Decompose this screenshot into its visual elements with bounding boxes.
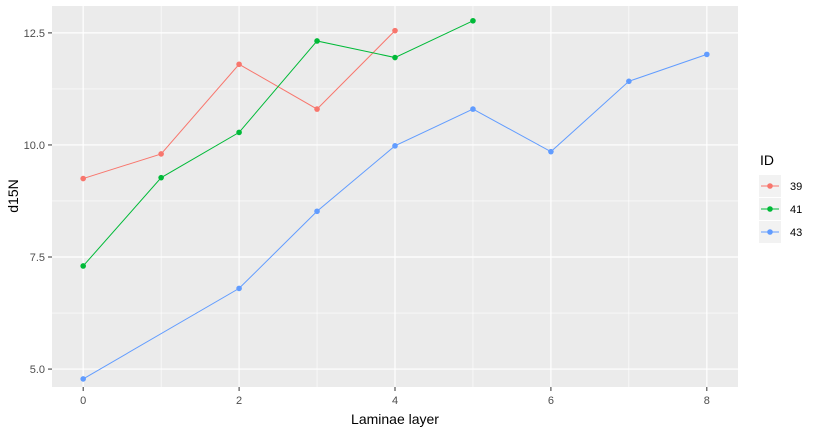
x-tick-label: 0: [80, 395, 86, 407]
data-point: [470, 17, 476, 24]
data-point: [236, 285, 242, 292]
y-tick-label: 12.5: [24, 28, 45, 40]
legend-key-point: [767, 206, 773, 212]
legend-items: 39 41 43: [759, 175, 802, 243]
legend-title: ID: [760, 152, 774, 168]
series-layer: [80, 17, 710, 382]
data-point: [392, 27, 398, 34]
x-tick-label: 2: [236, 395, 242, 407]
legend: ID 39 41 43: [759, 152, 802, 243]
series-43: [80, 51, 710, 382]
series-line-41: [82, 20, 474, 267]
series-39: [80, 27, 398, 182]
data-point: [236, 61, 242, 68]
data-point: [236, 129, 242, 136]
data-point: [80, 263, 86, 269]
legend-item-41: 41: [759, 198, 802, 220]
legend-item-43: 43: [759, 221, 802, 243]
data-point: [626, 78, 632, 85]
legend-label: 39: [790, 181, 802, 193]
legend-key-point: [767, 229, 773, 235]
legend-item-39: 39: [759, 175, 802, 197]
axis-ticks: [48, 32, 708, 391]
x-axis-title: Laminae layer: [351, 411, 439, 427]
data-point: [470, 106, 476, 112]
data-point: [314, 106, 320, 112]
y-axis-title: d15N: [5, 179, 21, 212]
data-point: [80, 175, 86, 182]
data-point: [392, 54, 398, 61]
legend-label: 41: [790, 204, 802, 216]
x-tick-label: 4: [392, 395, 398, 407]
legend-label: 43: [790, 227, 802, 239]
series-line-43: [82, 53, 707, 380]
data-point: [548, 148, 554, 155]
y-tick-label: 5.0: [30, 364, 45, 376]
series-41: [80, 17, 476, 269]
data-point: [704, 51, 710, 58]
data-point: [314, 208, 320, 215]
data-point: [392, 143, 398, 149]
x-tick-labels: 0 2 4 6 8: [80, 395, 710, 407]
y-tick-labels: 5.0 7.5 10.0 12.5: [24, 28, 45, 376]
legend-key-point: [767, 183, 773, 189]
y-tick-label: 7.5: [30, 252, 45, 264]
x-tick-label: 8: [704, 395, 710, 407]
data-point: [158, 151, 164, 157]
x-tick-label: 6: [548, 395, 554, 407]
data-point: [80, 376, 86, 382]
data-point: [158, 174, 164, 181]
data-point: [314, 38, 320, 44]
y-tick-label: 10.0: [24, 140, 45, 152]
